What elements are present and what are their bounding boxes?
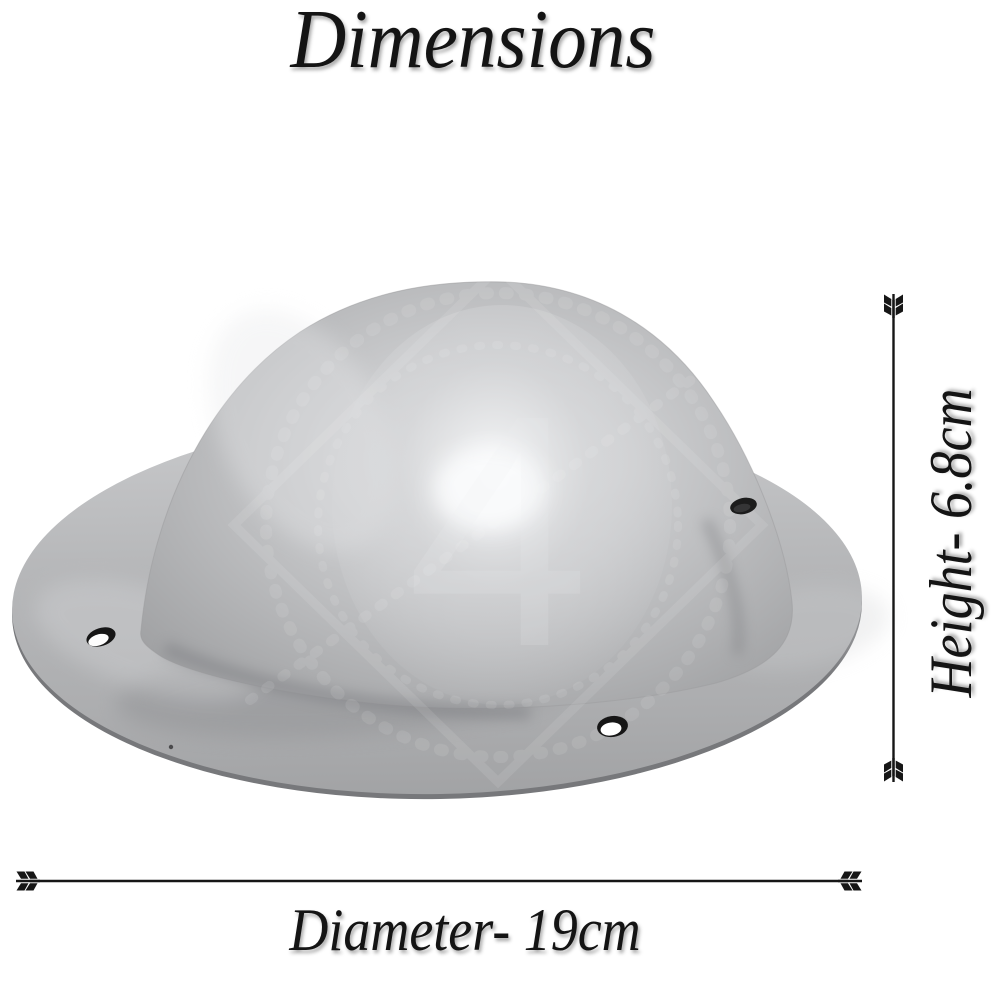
engraved-watermark [227, 261, 769, 789]
dimension-lines [14, 292, 905, 892]
figure-title: Dimensions [290, 0, 656, 86]
arrow-end-left-icon [14, 870, 42, 892]
shield-boss: 4 [12, 261, 889, 800]
watermark-numeral: 4 [406, 346, 590, 715]
dome-specular-highlight [434, 447, 544, 531]
arrow-end-top-icon [882, 292, 905, 320]
rivet-hole-left [86, 627, 116, 647]
arrow-end-bottom-icon [882, 756, 905, 784]
arrow-end-right-icon [836, 870, 864, 892]
hole-throughlight [88, 633, 109, 647]
skirt-crease-left [162, 642, 531, 720]
diameter-label: Diameter- 19cm [289, 897, 641, 963]
watermark-bead-band [245, 325, 765, 705]
hole-shade [733, 503, 751, 513]
hole-throughlight [600, 722, 622, 736]
height-label: Height- 6.8cm [918, 388, 984, 698]
rivet-hole-right [730, 497, 757, 515]
flange-speck [168, 744, 174, 750]
rivet-hole-bottom [597, 715, 628, 738]
watermark-diamond [227, 261, 769, 789]
skirt-crease-right [701, 517, 744, 656]
watermark-bead-circle-inner [314, 341, 682, 709]
watermark-bead-circle-outer [260, 287, 736, 763]
